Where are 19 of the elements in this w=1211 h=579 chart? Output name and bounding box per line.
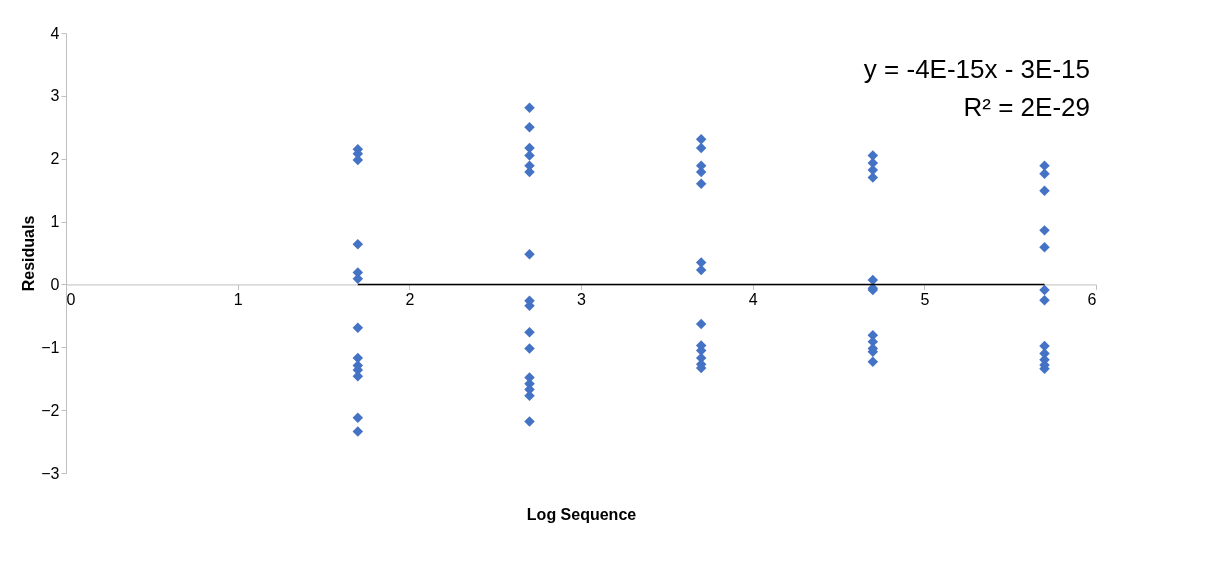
x-axis-title: Log Sequence [526,505,637,523]
x-tick-label: 3 [577,290,587,308]
y-tick-label: 4 [50,24,60,42]
annotation: R² = 2E-29 [963,92,1090,122]
x-tick-label: 2 [405,290,415,308]
annotation: y = -4E-15x - 3E-15 [863,54,1090,84]
x-tick-label: 0 [66,290,76,308]
y-tick-label: 1 [50,213,60,231]
y-tick-label: −3 [41,464,60,482]
x-tick-label: 6 [1087,290,1097,308]
y-tick-label: −2 [41,401,60,419]
y-axis-title: Residuals [20,215,38,292]
y-tick-label: 0 [50,275,60,293]
y-tick-label: 2 [50,150,60,168]
x-tick-label: 1 [233,290,243,308]
x-tick-label: 5 [920,290,930,308]
x-tick-label: 4 [748,290,758,308]
y-tick-label: 3 [50,87,60,105]
y-tick-label: −1 [41,338,60,356]
